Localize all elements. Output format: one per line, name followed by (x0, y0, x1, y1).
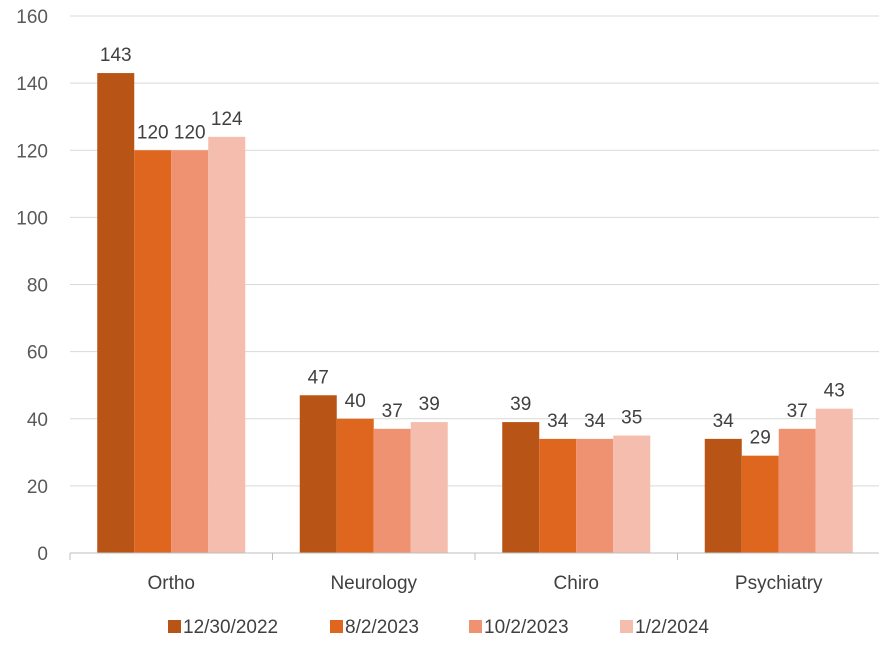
bar (576, 438, 614, 553)
y-axis-tick-labels: 0 20 40 60 80 100 120 140 160 (16, 7, 48, 565)
data-label: 37 (382, 401, 403, 422)
data-label: 34 (584, 411, 606, 432)
y-tick-label: 100 (16, 208, 48, 229)
bar (171, 150, 209, 553)
bar (741, 455, 779, 553)
data-label: 47 (308, 367, 329, 388)
x-category-label: Chiro (554, 573, 599, 594)
x-category-label: Neurology (330, 573, 417, 594)
y-tick-label: 0 (37, 544, 48, 565)
bar (97, 73, 135, 554)
bar (373, 428, 411, 553)
legend-label: 10/2/2023 (484, 617, 569, 638)
data-label: 40 (345, 391, 366, 412)
data-label: 34 (713, 411, 735, 432)
x-category-label: Psychiatry (735, 573, 823, 594)
legend-label: 1/2/2024 (635, 617, 709, 638)
bar (539, 438, 577, 553)
legend-label: 8/2/2023 (345, 617, 419, 638)
data-label: 34 (547, 411, 569, 432)
bar (336, 418, 374, 553)
bar (208, 136, 246, 553)
data-label: 143 (100, 45, 132, 66)
x-category-label: Ortho (147, 573, 195, 594)
bar (410, 422, 448, 553)
legend-swatch (168, 620, 181, 633)
bar (299, 395, 337, 553)
data-label: 120 (174, 122, 206, 143)
y-tick-label: 140 (16, 74, 48, 95)
bar (613, 435, 651, 553)
legend-swatch (469, 620, 482, 633)
y-tick-label: 160 (16, 7, 48, 28)
data-label: 120 (137, 122, 169, 143)
bar (704, 438, 742, 553)
legend-swatch (620, 620, 633, 633)
data-label: 39 (419, 394, 440, 415)
data-label: 124 (211, 109, 243, 130)
data-label: 35 (621, 408, 642, 429)
bar (502, 422, 540, 553)
bar (815, 408, 853, 553)
legend-swatch (330, 620, 343, 633)
x-axis: Ortho Neurology Chiro Psychiatry (69, 552, 879, 594)
data-label: 29 (750, 428, 771, 449)
legend-label: 12/30/2022 (183, 617, 278, 638)
bar (778, 428, 816, 553)
legend: 12/30/2022 8/2/2023 10/2/2023 1/2/2024 (168, 617, 709, 638)
data-label: 43 (824, 381, 845, 402)
bar (134, 150, 172, 553)
data-label: 39 (510, 394, 531, 415)
y-tick-label: 40 (27, 410, 48, 431)
y-tick-label: 20 (27, 477, 48, 498)
y-tick-label: 60 (27, 343, 48, 364)
bars (97, 73, 853, 554)
y-tick-label: 120 (16, 141, 48, 162)
y-tick-label: 80 (27, 276, 48, 297)
data-label: 37 (787, 401, 808, 422)
